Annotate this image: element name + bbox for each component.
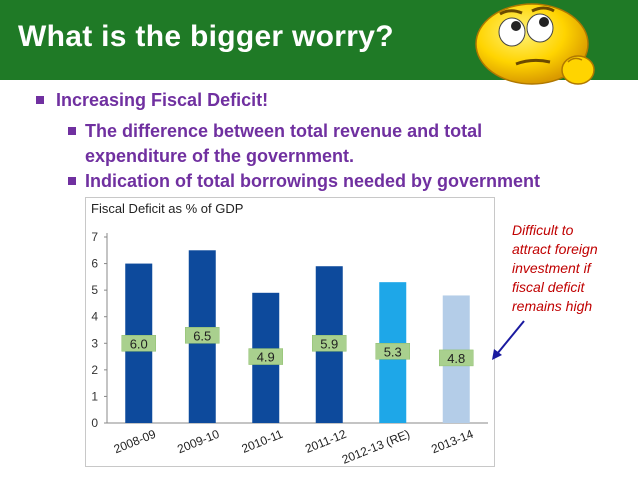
data-label-box [185,327,220,344]
y-tick-label: 0 [91,416,98,430]
y-tick-label: 4 [91,310,98,324]
bullet-marker [68,177,76,185]
data-label: 4.8 [447,351,465,366]
bullet-sub-1: The difference between total revenue and… [85,121,483,141]
fiscal-deficit-chart: Fiscal Deficit as % of GDP012345676.0200… [85,197,495,467]
annotation-arrow [492,320,525,360]
data-label: 5.3 [384,344,402,359]
annotation-line: remains high [512,298,593,314]
data-label: 6.5 [193,328,211,343]
y-tick-label: 1 [91,389,98,403]
bullet-sub-2: Indication of total borrowings needed by… [85,171,541,191]
slide-title: What is the bigger worry? [18,20,394,53]
thinking-face-emoji-icon [475,3,595,85]
y-tick-label: 6 [91,257,98,271]
annotation-text: Difficult to attract foreign investment … [512,221,630,316]
data-label-box [439,349,474,367]
bullet-main: Increasing Fiscal Deficit! [56,90,269,110]
annotation-line: investment if [512,260,591,276]
y-tick-label: 2 [91,363,98,377]
data-label-box [375,343,410,360]
annotation-line: attract foreign [512,241,598,257]
data-label: 4.9 [257,350,275,365]
data-label-box [312,335,347,352]
annotation-line: Difficult to [512,222,574,238]
bullet-sub-1-continued: expenditure of the government. [85,146,355,166]
y-tick-label: 3 [91,336,98,350]
bullet-marker [36,96,44,104]
y-tick-label: 7 [91,230,98,244]
data-label: 5.9 [320,336,338,351]
bullet-marker [68,127,76,135]
y-tick-label: 5 [91,283,98,297]
chart-title: Fiscal Deficit as % of GDP [91,201,243,216]
annotation-line: fiscal deficit [512,279,585,295]
data-label: 6.0 [130,336,148,351]
chart-frame [85,197,495,467]
data-label-box [248,348,283,365]
data-label-box [121,335,156,352]
